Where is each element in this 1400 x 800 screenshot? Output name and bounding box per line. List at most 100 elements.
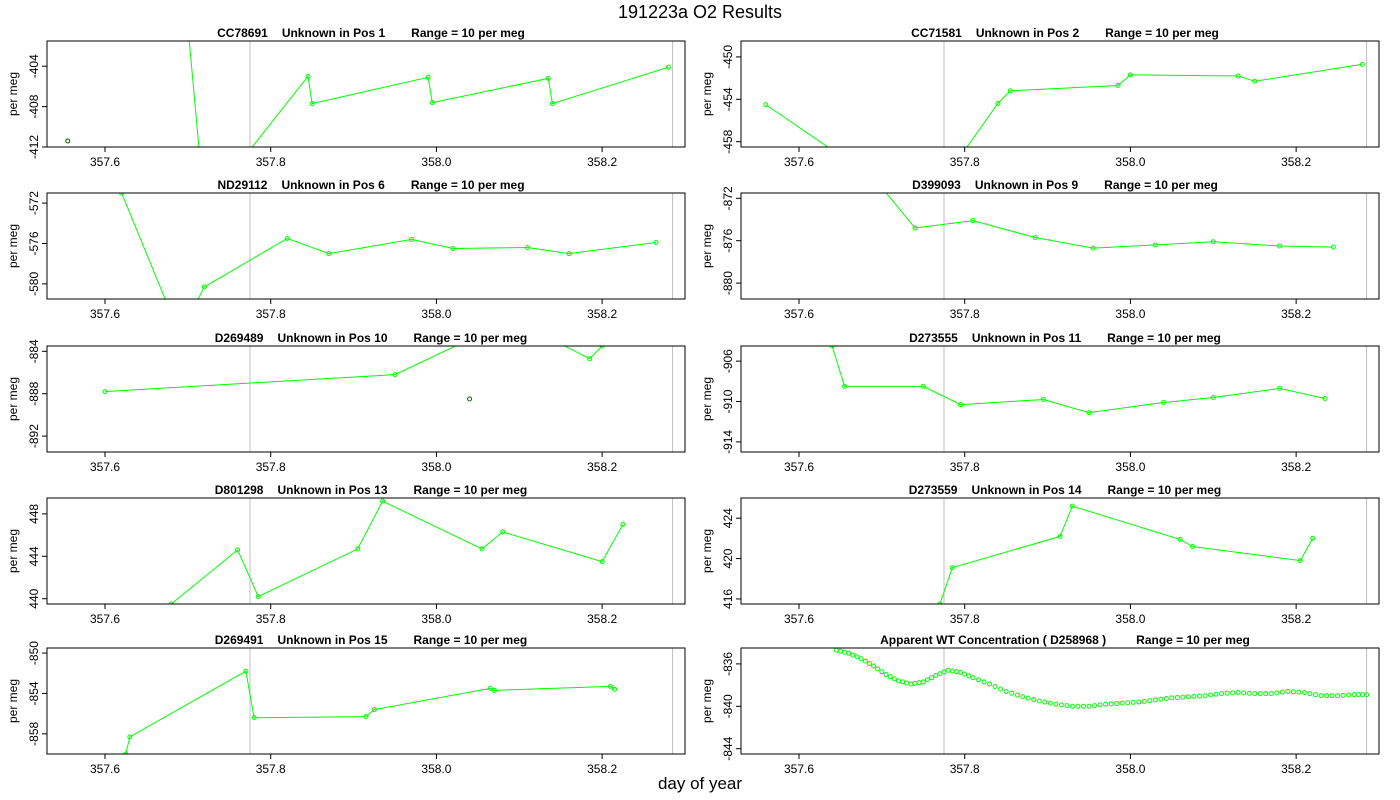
data-point xyxy=(854,654,860,660)
x-tick-label: 357.6 xyxy=(90,612,120,626)
y-tick-label: -858 xyxy=(27,721,41,745)
series-line xyxy=(939,505,1314,604)
series-group xyxy=(829,346,1328,416)
data-point xyxy=(1092,703,1098,709)
panel-title: D269489 Unknown in Pos 10 Range = 10 per m… xyxy=(215,331,527,345)
data-point xyxy=(1252,78,1258,84)
series-group xyxy=(119,193,659,336)
panel-title: ND29112 Unknown in Pos 6 Range = 10 per me… xyxy=(217,178,524,192)
y-tick-label: -914 xyxy=(721,430,735,454)
data-point xyxy=(1310,535,1316,541)
y-tick-label: 424 xyxy=(721,508,735,528)
data-point xyxy=(1040,397,1046,403)
data-point xyxy=(933,673,939,679)
y-tick-label: -572 xyxy=(27,191,41,215)
data-point xyxy=(1277,243,1283,249)
series-line xyxy=(104,346,603,393)
data-point xyxy=(251,715,257,721)
data-point xyxy=(995,101,1001,107)
data-point xyxy=(987,681,993,687)
x-tick-label: 357.8 xyxy=(256,307,286,321)
data-point xyxy=(929,675,935,681)
data-point xyxy=(168,601,174,604)
x-tick-label: 358.0 xyxy=(421,307,451,321)
panel-title-desc: Unknown in Pos 11 xyxy=(972,331,1082,345)
data-point xyxy=(607,683,613,689)
panel-title-id: D801298 xyxy=(215,483,264,497)
x-tick-label: 358.0 xyxy=(421,460,451,474)
data-point xyxy=(1330,244,1336,250)
data-point xyxy=(1125,700,1131,706)
data-point xyxy=(842,383,848,389)
y-tick-label: -888 xyxy=(27,381,41,405)
y-tick-label: -450 xyxy=(721,45,735,69)
data-point xyxy=(920,383,926,389)
panel-title: D273555 Unknown in Pos 11 Range = 10 per m… xyxy=(909,331,1221,345)
panel-title-range: Range = 10 per meg xyxy=(414,633,528,647)
data-point xyxy=(1196,693,1202,699)
x-tick-label: 358.2 xyxy=(587,307,617,321)
data-point xyxy=(1210,239,1216,245)
y-tick-label: -836 xyxy=(721,652,735,676)
data-point xyxy=(450,246,456,252)
data-point xyxy=(202,206,206,210)
y-tick-label: -910 xyxy=(721,389,735,413)
plot-frame xyxy=(740,192,1380,300)
plot-frame xyxy=(740,647,1380,755)
y-tick-label: 416 xyxy=(721,589,735,609)
data-point xyxy=(1020,694,1026,700)
data-point xyxy=(1307,691,1313,697)
x-tick-label: 357.6 xyxy=(784,762,814,776)
x-tick-label: 357.8 xyxy=(256,155,286,169)
data-point xyxy=(1086,410,1092,416)
data-point xyxy=(1047,700,1053,706)
data-point xyxy=(243,668,249,674)
panel-D273559: D273559 Unknown in Pos 14 Range = 10 per m… xyxy=(700,483,1380,626)
data-point xyxy=(1185,694,1191,700)
panel-D269491: D269491 Unknown in Pos 15 Range = 10 per m… xyxy=(6,633,686,776)
panel-title-range: Range = 10 per meg xyxy=(1105,26,1219,40)
series-group xyxy=(168,498,626,604)
series-line xyxy=(188,41,669,147)
series-group xyxy=(65,41,671,210)
data-point xyxy=(566,251,572,257)
data-point xyxy=(1152,697,1158,703)
data-point xyxy=(880,186,884,190)
panel-title: CC78691 Unknown in Pos 1 Range = 10 per me… xyxy=(217,26,525,40)
x-tick-label: 358.2 xyxy=(587,612,617,626)
data-point xyxy=(916,680,922,686)
plot-frame xyxy=(46,40,686,148)
x-tick-label: 358.0 xyxy=(1115,762,1145,776)
data-point xyxy=(429,100,435,106)
data-point xyxy=(833,648,839,653)
series-group xyxy=(102,346,605,402)
x-tick-label: 357.8 xyxy=(950,460,980,474)
panel-title-range: Range = 10 per meg xyxy=(414,331,528,345)
data-point xyxy=(1075,703,1081,709)
series-line xyxy=(125,670,615,754)
data-point xyxy=(201,284,207,290)
data-point xyxy=(284,235,290,241)
x-tick-label: 357.8 xyxy=(950,612,980,626)
panel-title-id: D269491 xyxy=(215,633,264,647)
isolated-point xyxy=(65,138,71,144)
y-axis-label: per meg xyxy=(700,679,714,723)
panel-CC78691: CC78691 Unknown in Pos 1 Range = 10 per me… xyxy=(6,26,686,210)
panel-title: D801298 Unknown in Pos 13 Range = 10 per m… xyxy=(215,483,527,497)
data-point xyxy=(1025,695,1031,701)
panel-title-id: D273559 xyxy=(909,483,958,497)
data-point xyxy=(1191,693,1197,699)
data-point xyxy=(941,669,947,675)
data-point xyxy=(178,332,182,336)
data-point xyxy=(1014,692,1020,698)
data-point xyxy=(363,714,369,720)
data-point xyxy=(1290,689,1296,695)
data-point xyxy=(380,498,386,504)
panel-title-id: D399093 xyxy=(912,178,961,192)
data-point xyxy=(1277,385,1283,391)
data-point xyxy=(1031,697,1037,703)
x-tick-label: 358.0 xyxy=(1115,612,1145,626)
y-tick-label: -876 xyxy=(721,228,735,252)
x-tick-label: 357.6 xyxy=(784,612,814,626)
